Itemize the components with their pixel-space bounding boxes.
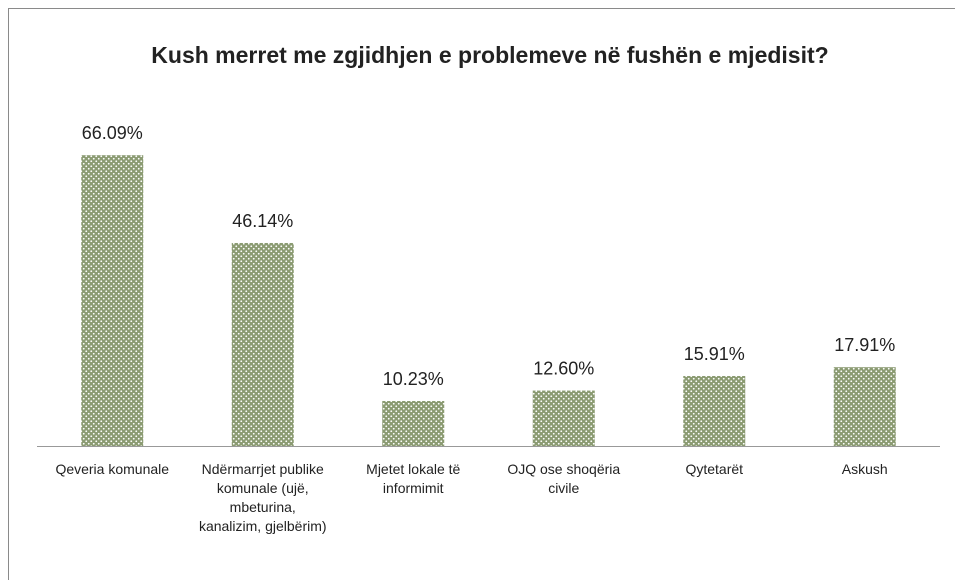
chart-title: Kush merret me zgjidhjen e problemeve në…: [151, 42, 829, 68]
bar: [231, 242, 294, 446]
x-tick-label: Ndërmarrjet publike komunale (ujë, mbetu…: [198, 461, 327, 534]
data-label: 17.91%: [834, 335, 895, 355]
bar: [532, 390, 595, 446]
bar: [833, 367, 896, 446]
data-label: 66.09%: [82, 123, 143, 143]
x-tick-label: Qeveria komunale: [55, 461, 170, 477]
x-tick-label: Mjetet lokale të informimit: [366, 461, 461, 496]
bar: [81, 155, 144, 447]
data-label: 10.23%: [383, 369, 444, 389]
x-tick-label: OJQ ose shoqëria civile: [507, 461, 621, 496]
bar: [683, 375, 746, 446]
x-tick-label: Qytetarët: [685, 461, 744, 477]
data-label: 12.60%: [533, 359, 594, 379]
data-label: 15.91%: [684, 344, 745, 364]
bar: [382, 400, 445, 446]
chart-frame: [8, 8, 955, 580]
x-tick-label: Askush: [841, 461, 888, 477]
data-label: 46.14%: [232, 211, 293, 231]
